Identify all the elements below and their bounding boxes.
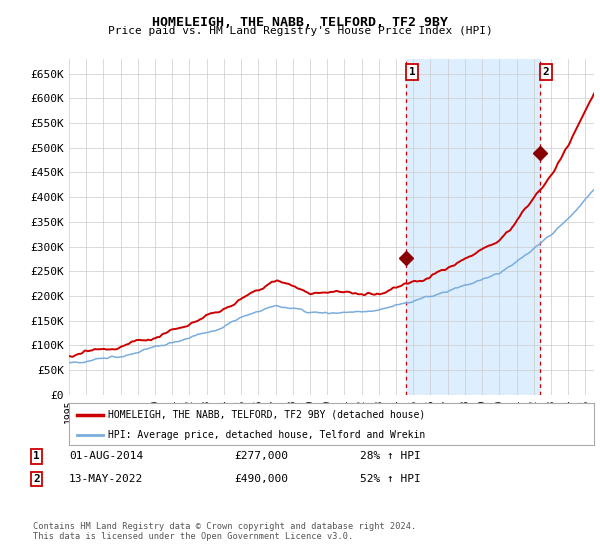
Text: Contains HM Land Registry data © Crown copyright and database right 2024.
This d: Contains HM Land Registry data © Crown c… <box>33 522 416 542</box>
Text: 01-AUG-2014: 01-AUG-2014 <box>69 451 143 461</box>
Text: 1: 1 <box>409 67 415 77</box>
Text: HPI: Average price, detached house, Telford and Wrekin: HPI: Average price, detached house, Telf… <box>109 430 425 440</box>
Text: HOMELEIGH, THE NABB, TELFORD, TF2 9BY (detached house): HOMELEIGH, THE NABB, TELFORD, TF2 9BY (d… <box>109 410 425 420</box>
Text: Price paid vs. HM Land Registry's House Price Index (HPI): Price paid vs. HM Land Registry's House … <box>107 26 493 36</box>
Text: 2: 2 <box>33 474 40 484</box>
Bar <box>406 59 540 395</box>
Text: 2: 2 <box>543 67 550 77</box>
Text: 28% ↑ HPI: 28% ↑ HPI <box>360 451 421 461</box>
Text: £490,000: £490,000 <box>234 474 288 484</box>
Text: 52% ↑ HPI: 52% ↑ HPI <box>360 474 421 484</box>
Text: £277,000: £277,000 <box>234 451 288 461</box>
Text: HOMELEIGH, THE NABB, TELFORD, TF2 9BY: HOMELEIGH, THE NABB, TELFORD, TF2 9BY <box>152 16 448 29</box>
Text: 13-MAY-2022: 13-MAY-2022 <box>69 474 143 484</box>
Text: 1: 1 <box>33 451 40 461</box>
